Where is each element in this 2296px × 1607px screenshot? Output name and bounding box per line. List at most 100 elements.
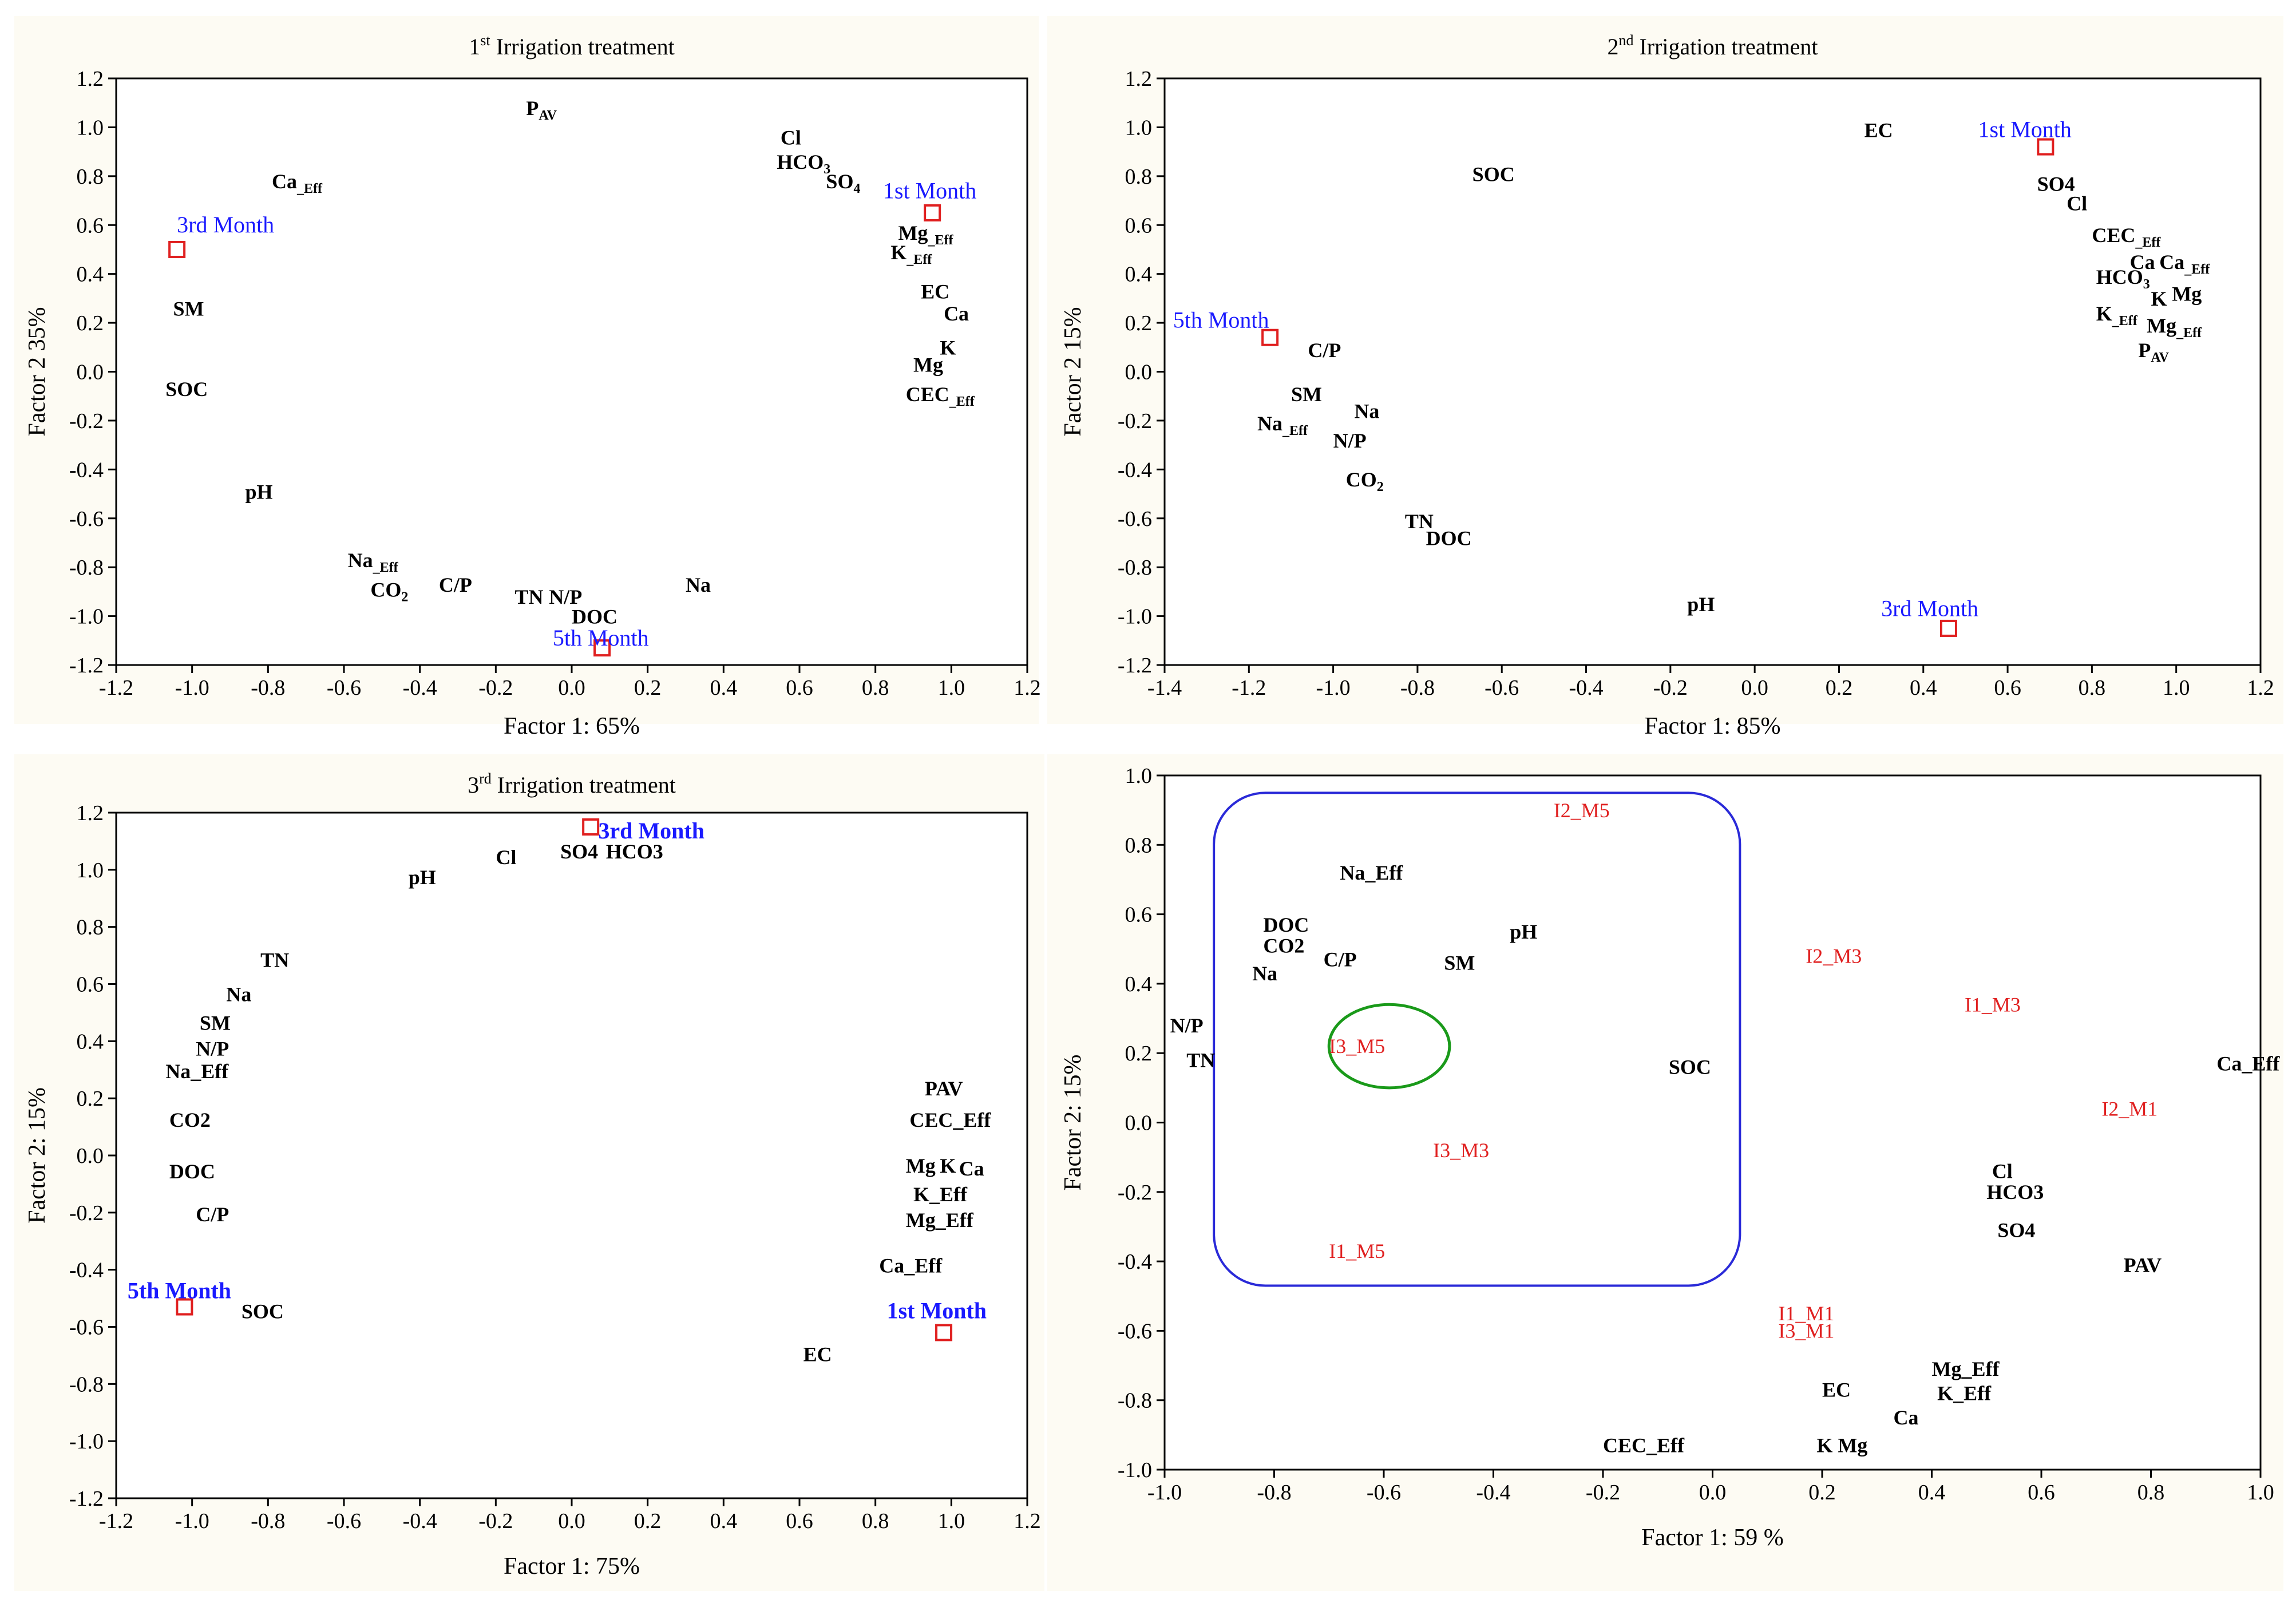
variable-label-cl: Cl (781, 126, 801, 149)
x-tick-label: 0.6 (786, 1509, 813, 1533)
variable-label-sm: SM (173, 297, 204, 320)
sample-label-i3-m3: I3_M3 (1433, 1139, 1489, 1162)
x-tick-label: 1.2 (1014, 676, 1041, 700)
y-tick-label: 0.6 (77, 973, 104, 997)
sample-label-i2-m5: I2_M5 (1554, 799, 1610, 822)
chart-title: 1st Irrigation treatment (469, 32, 674, 60)
variable-label-so4: SO4 (560, 840, 598, 863)
variable-label-c-p: C/P (196, 1203, 229, 1226)
variable-label-ca: Ca (1893, 1406, 1918, 1429)
chart-panel-2: 2nd Irrigation treatment-1.4 -1.2 -1.0 -0.8… (1047, 16, 2283, 739)
y-tick-label: -1.0 (69, 1430, 104, 1454)
y-tick-label: -1.0 (69, 605, 104, 629)
y-tick-label: 1.0 (1125, 116, 1153, 140)
y-tick-label: -0.4 (1118, 1250, 1152, 1274)
y-tick-label: -0.4 (69, 1258, 104, 1283)
x-tick-label: -0.4 (403, 676, 437, 700)
x-tick-label: 0.2 (634, 1509, 662, 1533)
variable-label-so4: SO4 (2037, 172, 2075, 195)
x-tick-label: 1.0 (938, 1509, 965, 1533)
sample-label-i1-m3: I1_M3 (1965, 993, 2021, 1016)
y-tick-label: -1.2 (69, 654, 104, 678)
variable-label-ec: EC (1864, 119, 1893, 142)
variable-label-na-eff: Na_Eff (1257, 412, 1308, 438)
x-tick-label: -1.0 (175, 676, 209, 700)
y-tick-label: -0.6 (1118, 1319, 1152, 1343)
variable-label-co2: CO2 (370, 578, 408, 604)
sample-label-i1-m5: I1_M5 (1329, 1240, 1385, 1262)
x-tick-label: 0.6 (2028, 1481, 2055, 1505)
plot-area (115, 812, 1028, 1499)
x-tick-label: 0.8 (862, 676, 889, 700)
y-tick-label: -1.0 (1118, 1458, 1152, 1482)
variable-label-soc: SOC (1669, 1056, 1711, 1079)
variable-label-na-eff: Na_Eff (348, 549, 399, 575)
x-tick-label: -0.8 (251, 676, 285, 700)
y-tick-label: -1.0 (1118, 605, 1152, 629)
variable-label-tn: TN (1186, 1048, 1215, 1071)
y-axis-label: Factor 2: 15% (24, 1087, 50, 1224)
chart-panel-3: 3rd Irrigation treatment -1.2 -1.0 -0.8 -0.6… (14, 754, 1044, 1591)
sample-marker-3rd-month (582, 818, 600, 836)
x-tick-label: 0.4 (710, 676, 738, 700)
x-tick-label: -0.2 (1653, 676, 1688, 700)
blue-cluster-box (1213, 791, 1741, 1287)
x-tick-label: -1.0 (1147, 1481, 1182, 1505)
x-tick-label: -0.6 (327, 1509, 361, 1533)
variable-label-cec-eff: CEC_Eff (1603, 1434, 1685, 1457)
variable-label-pav: PAV (2138, 339, 2169, 365)
y-tick-label: 0.8 (1125, 165, 1153, 189)
x-tick-label: 0.8 (862, 1509, 889, 1533)
x-axis-label: Factor 1: 85% (1645, 713, 1781, 739)
x-tick-label: 0.6 (786, 676, 813, 700)
y-tick-label: 0.4 (77, 1030, 104, 1054)
y-axis-label: Factor 2 35% (24, 307, 50, 436)
variable-label-mg-eff: Mg_Eff (898, 221, 953, 248)
sample-label-3rd-month: 3rd Month (177, 212, 274, 238)
variable-label-mg-eff: Mg_Eff (906, 1209, 974, 1232)
variable-label-ca-eff: Ca_Eff (2216, 1052, 2280, 1075)
variable-label-c-p: C/P (1324, 948, 1357, 971)
variable-label-pav: PAV (925, 1077, 963, 1100)
chart-panel-1: 1st Irrigation treatment -1.2 -1.0 -0.8 -0.6… (14, 16, 1041, 739)
sample-label-1st-month: 1st Month (1978, 117, 2072, 143)
variable-label-cl: Cl (496, 846, 516, 869)
variable-label-k-eff: K_Eff (1937, 1382, 1992, 1405)
variable-label-soc: SOC (1472, 163, 1515, 185)
x-axis-label: Factor 1: 75% (504, 1553, 640, 1580)
variable-label-n-p: N/P (1333, 429, 1367, 452)
x-tick-label: -1.2 (99, 1509, 133, 1533)
sample-label-5th-month: 5th Month (1173, 307, 1269, 333)
variable-label-k: K (940, 337, 956, 359)
y-tick-label: 0.2 (77, 311, 104, 335)
sample-label-3rd-month: 3rd Month (598, 818, 704, 844)
variable-label-k-eff: K_Eff (2096, 302, 2138, 328)
variable-label-pav: PAV (526, 97, 557, 123)
variable-label-hco3: HCO3 (1986, 1181, 2044, 1204)
y-tick-label: -0.2 (69, 1201, 104, 1225)
variable-label-soc: SOC (165, 378, 208, 401)
variable-label-na: Na (1252, 962, 1277, 985)
y-tick-label: -0.2 (69, 409, 104, 433)
variable-label-na: Na (1354, 400, 1379, 423)
x-tick-label: 0.0 (558, 676, 585, 700)
x-tick-label: 0.2 (634, 676, 662, 700)
y-tick-label: -0.2 (1118, 409, 1152, 433)
x-tick-label: 0.8 (2137, 1481, 2165, 1505)
y-tick-label: -1.2 (69, 1487, 104, 1511)
variable-label-k: K (2151, 287, 2167, 310)
variable-label-so4: SO4 (826, 170, 860, 196)
x-tick-label: -0.4 (403, 1509, 437, 1533)
y-tick-label: -1.2 (1118, 654, 1152, 678)
x-tick-label: -1.4 (1147, 676, 1182, 700)
sample-label-1st-month: 1st Month (887, 1298, 987, 1324)
x-tick-label: 1.0 (2247, 1481, 2274, 1505)
y-tick-label: 0.2 (1125, 311, 1153, 335)
y-tick-label: 0.2 (1125, 1042, 1153, 1066)
sample-marker-5th-month (176, 1298, 193, 1316)
variable-label-doc: DOC (1426, 527, 1472, 550)
variable-label-co2: CO2 (1263, 934, 1304, 957)
variable-label-na: Na (686, 573, 711, 596)
x-axis-label: Factor 1: 59 % (1641, 1525, 1783, 1551)
